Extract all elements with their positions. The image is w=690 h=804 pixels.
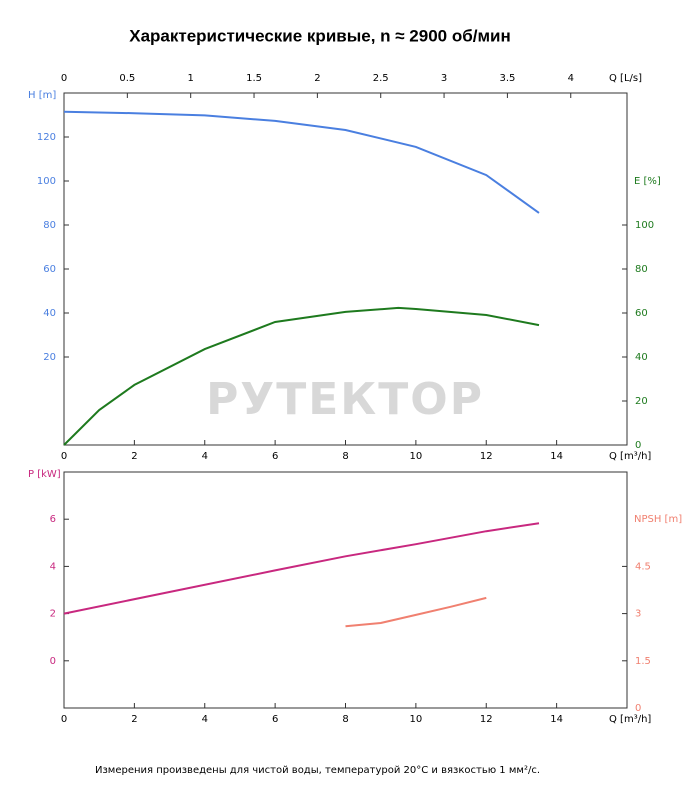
x2-tick-label: 2.5 (373, 73, 389, 84)
x-tick-label: 6 (272, 451, 278, 462)
x2-tick-label: 4 (568, 73, 574, 84)
y-tick-label: 60 (43, 264, 56, 275)
x-axis-label: Q [m³/h] (609, 451, 651, 462)
x2-tick-label: 2 (314, 73, 320, 84)
y-tick-label: 120 (37, 132, 56, 143)
watermark: РУТЕКТОР (206, 374, 484, 425)
x-tick-label: 10 (410, 714, 423, 725)
x-tick-label: 8 (342, 451, 348, 462)
x2-axis-label: Q [L/s] (609, 73, 642, 84)
y2-axis-label: E [%] (634, 176, 661, 187)
y2-tick-label: 60 (635, 308, 648, 319)
y-axis-label: P [kW] (28, 469, 61, 480)
curve (63, 110, 540, 214)
y-tick-label: 4 (50, 561, 56, 572)
x2-tick-label: 0.5 (119, 73, 135, 84)
y2-tick-label: 4.5 (635, 561, 651, 572)
x-tick-label: 12 (480, 451, 493, 462)
y-tick-label: 6 (50, 514, 56, 525)
x-tick-label: 4 (202, 451, 208, 462)
y2-tick-label: 80 (635, 264, 648, 275)
y2-tick-label: 3 (635, 609, 641, 620)
x2-tick-label: 1 (188, 73, 194, 84)
y-tick-label: 0 (50, 656, 56, 667)
x-tick-label: 0 (61, 714, 67, 725)
y-tick-label: 2 (50, 609, 56, 620)
y2-tick-label: 100 (635, 220, 654, 231)
x-tick-label: 2 (131, 451, 137, 462)
x2-tick-label: 1.5 (246, 73, 262, 84)
y2-tick-label: 0 (635, 440, 641, 451)
y-tick-label: 80 (43, 220, 56, 231)
y2-tick-label: 40 (635, 352, 648, 363)
chart-title: Характеристические кривые, n ≈ 2900 об/м… (129, 26, 511, 45)
y-axis-label: H [m] (28, 90, 56, 101)
x-tick-label: 14 (550, 451, 563, 462)
y2-tick-label: 20 (635, 396, 648, 407)
x-axis-label: Q [m³/h] (609, 714, 651, 725)
x-tick-label: 8 (342, 714, 348, 725)
x-tick-label: 0 (61, 451, 67, 462)
x-tick-label: 2 (131, 714, 137, 725)
y-tick-label: 100 (37, 176, 56, 187)
curve (63, 306, 540, 446)
curve (345, 596, 487, 628)
y2-tick-label: 0 (635, 703, 641, 714)
y-tick-label: 20 (43, 352, 56, 363)
x2-tick-label: 3 (441, 73, 447, 84)
x-tick-label: 12 (480, 714, 493, 725)
y-tick-label: 40 (43, 308, 56, 319)
x-tick-label: 14 (550, 714, 563, 725)
x-tick-label: 10 (410, 451, 423, 462)
x-tick-label: 6 (272, 714, 278, 725)
footnote: Измерения произведены для чистой воды, т… (95, 765, 540, 776)
y2-axis-label: NPSH [m] (634, 514, 682, 525)
curve (63, 522, 540, 615)
x2-tick-label: 3.5 (499, 73, 515, 84)
y2-tick-label: 1.5 (635, 656, 651, 667)
x2-tick-label: 0 (61, 73, 67, 84)
x-tick-label: 4 (202, 714, 208, 725)
